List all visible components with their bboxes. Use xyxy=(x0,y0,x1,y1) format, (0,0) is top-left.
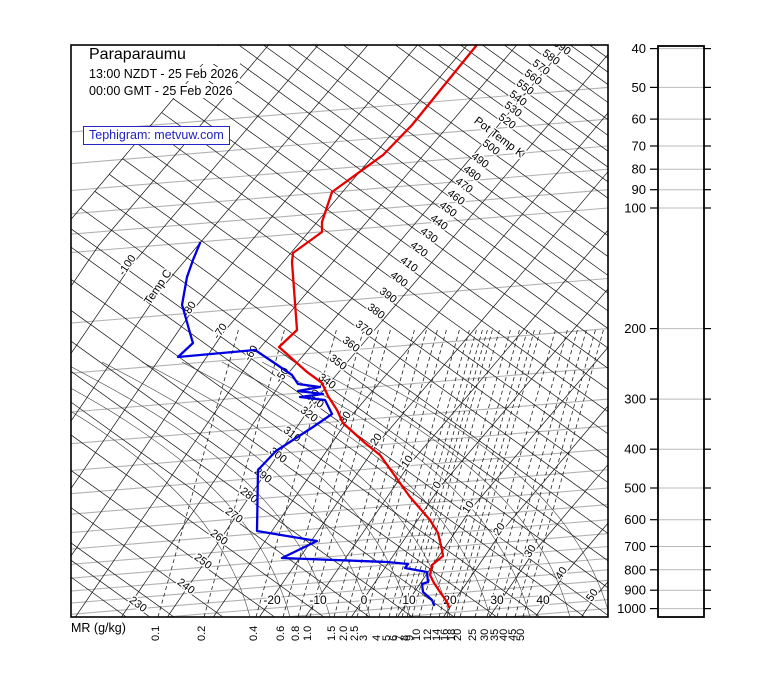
svg-text:-100: -100 xyxy=(116,253,138,278)
svg-text:40: 40 xyxy=(536,593,550,607)
svg-text:45: 45 xyxy=(507,629,519,641)
gmt-time: 00:00 GMT - 25 Feb 2026 xyxy=(87,84,241,98)
svg-text:18: 18 xyxy=(446,629,458,641)
svg-text:10: 10 xyxy=(411,629,423,641)
svg-text:900: 900 xyxy=(624,583,646,598)
svg-text:350: 350 xyxy=(327,352,349,373)
svg-text:1.0: 1.0 xyxy=(302,626,314,641)
title-block: Paraparaumu 13:00 NZDT - 25 Feb 2026 00:… xyxy=(83,46,241,145)
svg-text:0.8: 0.8 xyxy=(290,626,302,641)
svg-text:70: 70 xyxy=(632,138,646,153)
svg-text:40: 40 xyxy=(553,565,570,582)
svg-text:50: 50 xyxy=(632,80,646,95)
svg-text:0.2: 0.2 xyxy=(196,626,208,641)
svg-text:-20: -20 xyxy=(366,431,385,451)
svg-text:8: 8 xyxy=(399,635,411,641)
local-time: 13:00 NZDT - 25 Feb 2026 xyxy=(87,67,241,81)
svg-text:50: 50 xyxy=(515,629,527,641)
svg-text:2.5: 2.5 xyxy=(349,626,361,641)
svg-text:30: 30 xyxy=(479,629,491,641)
svg-text:0.1: 0.1 xyxy=(150,626,162,641)
svg-text:390: 390 xyxy=(377,285,399,306)
station-name: Paraparaumu xyxy=(87,46,241,64)
svg-text:-10: -10 xyxy=(309,593,327,607)
svg-text:0.4: 0.4 xyxy=(248,626,260,641)
svg-text:0.6: 0.6 xyxy=(275,626,287,641)
svg-text:60: 60 xyxy=(632,112,646,127)
svg-text:-10: -10 xyxy=(397,453,416,473)
svg-text:700: 700 xyxy=(624,539,646,554)
svg-text:5: 5 xyxy=(381,635,393,641)
svg-text:410: 410 xyxy=(398,254,420,275)
svg-text:Temp C: Temp C xyxy=(142,268,174,308)
svg-text:-20: -20 xyxy=(263,593,281,607)
svg-text:1.5: 1.5 xyxy=(326,626,338,641)
svg-text:3: 3 xyxy=(358,635,370,641)
svg-text:600: 600 xyxy=(624,512,646,527)
svg-text:30: 30 xyxy=(522,543,539,560)
svg-text:200: 200 xyxy=(624,321,646,336)
svg-text:20: 20 xyxy=(491,521,508,538)
svg-text:20: 20 xyxy=(452,629,464,641)
svg-text:90: 90 xyxy=(632,182,646,197)
svg-text:40: 40 xyxy=(498,629,510,641)
svg-text:370: 370 xyxy=(353,318,375,339)
svg-text:420: 420 xyxy=(408,239,430,260)
svg-text:7: 7 xyxy=(394,635,406,641)
svg-text:100: 100 xyxy=(624,201,646,216)
svg-text:4: 4 xyxy=(371,635,383,641)
credit-badge: Tephigram: metvuw.com xyxy=(83,126,230,145)
svg-text:300: 300 xyxy=(624,392,646,407)
svg-text:800: 800 xyxy=(624,562,646,577)
svg-text:2.0: 2.0 xyxy=(338,626,350,641)
svg-text:400: 400 xyxy=(624,442,646,457)
svg-text:14: 14 xyxy=(431,629,443,641)
svg-text:380: 380 xyxy=(365,301,387,322)
svg-text:30: 30 xyxy=(490,593,504,607)
svg-text:16: 16 xyxy=(439,629,451,641)
svg-text:35: 35 xyxy=(489,629,501,641)
svg-text:12: 12 xyxy=(422,629,434,641)
svg-text:80: 80 xyxy=(632,162,646,177)
svg-text:9: 9 xyxy=(404,635,416,641)
svg-text:-70: -70 xyxy=(211,321,230,341)
svg-text:25: 25 xyxy=(467,629,479,641)
svg-text:10: 10 xyxy=(402,593,416,607)
svg-text:6: 6 xyxy=(388,635,400,641)
svg-text:500: 500 xyxy=(624,480,646,495)
svg-text:400: 400 xyxy=(388,269,410,290)
svg-text:360: 360 xyxy=(340,334,362,355)
svg-text:MR (g/kg): MR (g/kg) xyxy=(71,621,126,635)
svg-text:1000: 1000 xyxy=(617,601,646,616)
svg-text:0: 0 xyxy=(361,593,368,607)
svg-text:40: 40 xyxy=(632,41,646,56)
